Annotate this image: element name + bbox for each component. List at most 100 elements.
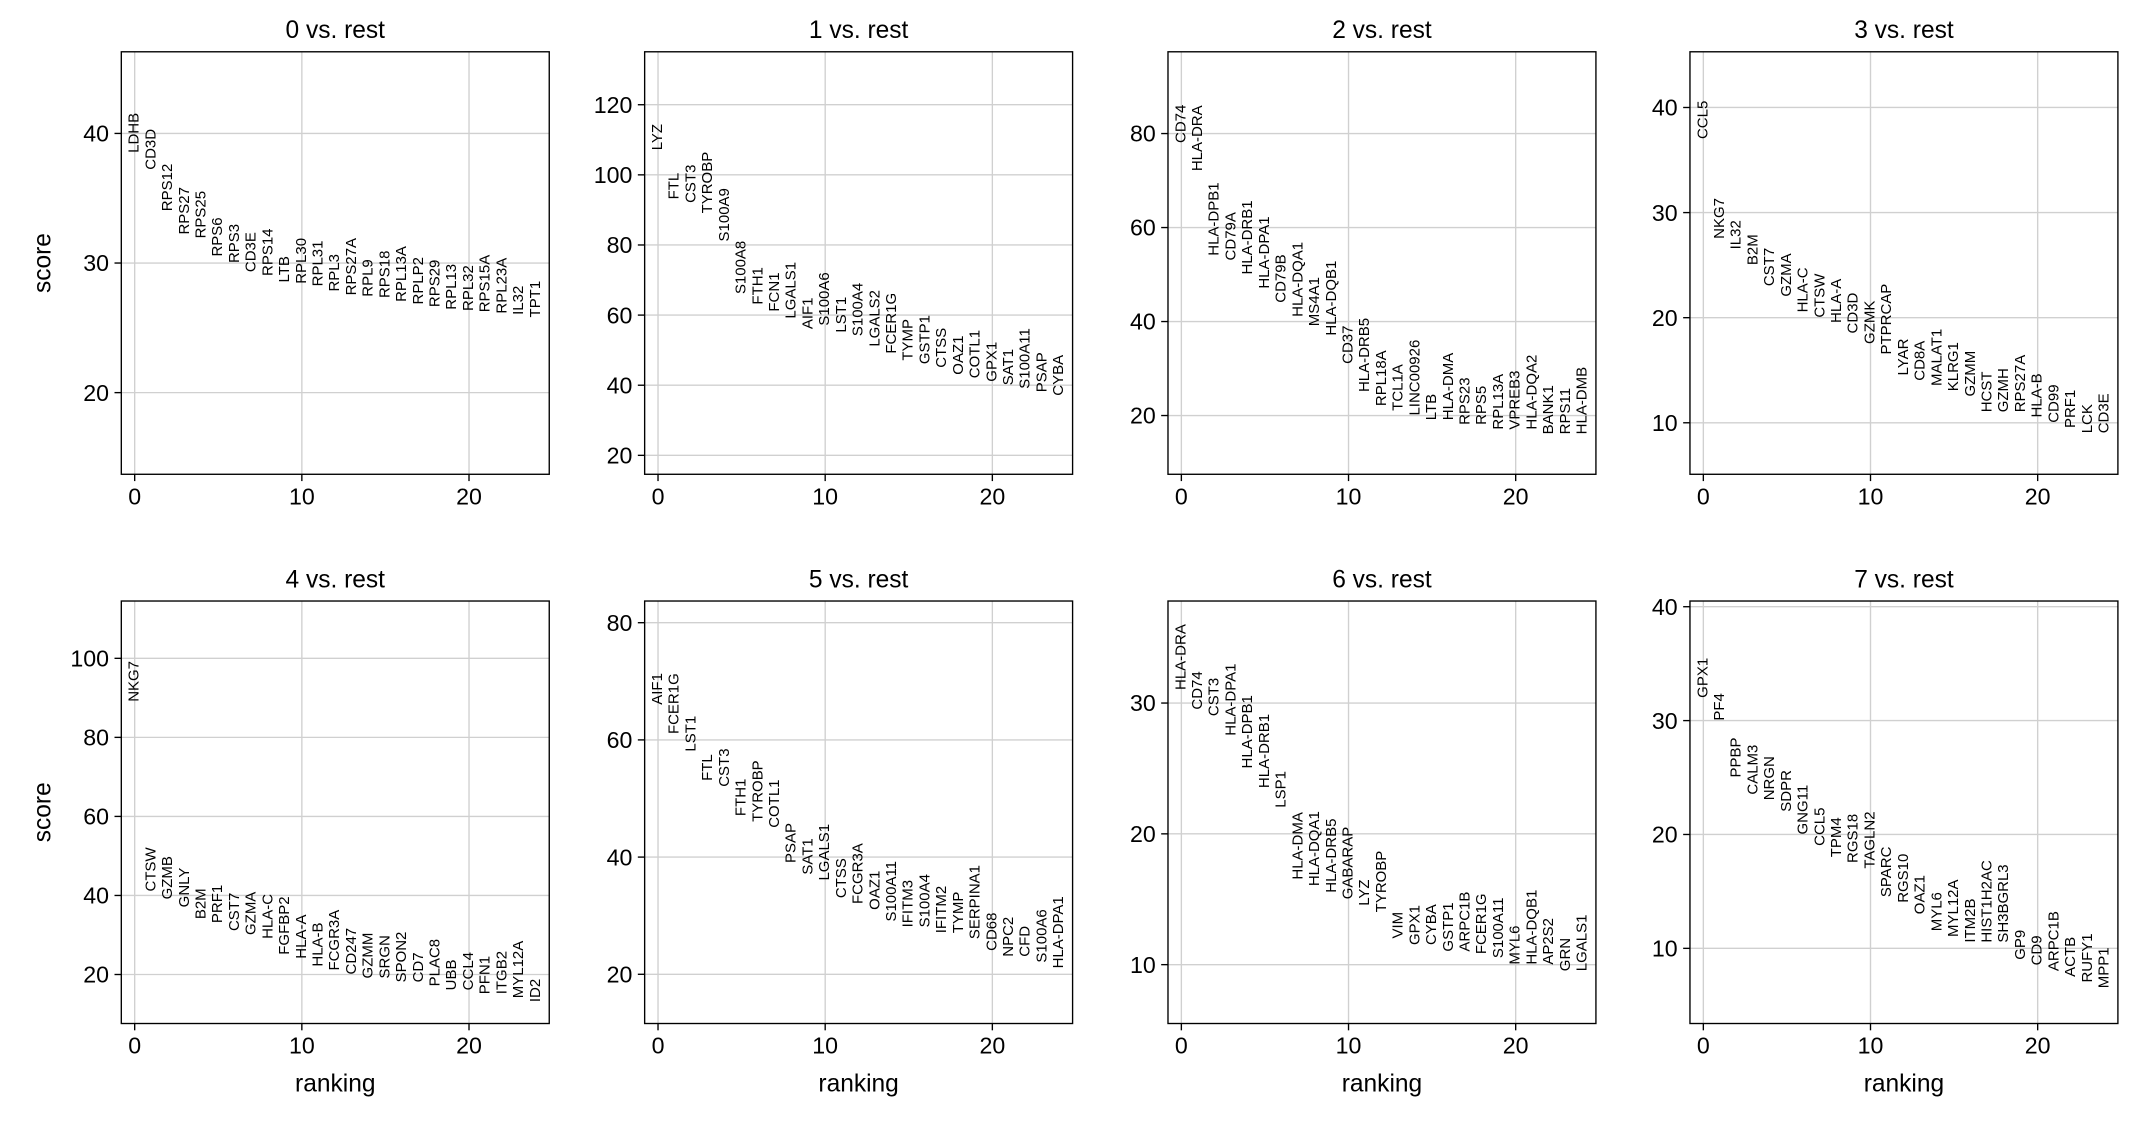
gene-label: ARPC1B [2045,911,2062,971]
y-tick-label: 100 [70,646,109,672]
gene-label: CYBA [1050,355,1067,396]
gene-label: HLA-DRB1 [1256,714,1273,788]
gene-label: S100A4 [850,283,867,336]
gene-label: TPM4 [1828,817,1845,857]
gene-label: TPT1 [527,281,544,318]
gene-label: HLA-DPA1 [1256,216,1273,288]
gene-label: RPS27A [2012,355,2029,412]
y-tick-label: 20 [1130,821,1156,847]
y-tick-label: 80 [83,725,109,751]
gene-label: LYAR [1895,338,1912,375]
gene-label: CD3D [1845,292,1862,333]
y-axis-label: score [29,233,56,293]
plot-frame [120,51,550,475]
gene-label: CD247 [343,928,360,975]
y-tick-label: 60 [607,302,633,328]
gene-label: UBB [443,959,460,990]
panel-title: 7 vs. rest [1854,566,1954,593]
gene-label: FCER1G [1473,893,1490,954]
gene-label: RPLP2 [410,257,427,304]
gene-label: FTL [699,754,716,781]
gene-label: RPL13 [443,264,460,310]
y-tick-label: 20 [607,961,633,987]
y-tick-label: 20 [83,962,109,988]
y-tick-label: 40 [1130,309,1156,335]
gene-label: CD79B [1273,254,1290,302]
gene-label: CD9 [2029,935,2046,965]
gene-label: ITGB2 [493,951,510,994]
x-tick-label: 20 [2025,483,2051,509]
gene-label: CST3 [716,748,733,786]
y-tick-label: 20 [1130,403,1156,429]
gene-label: TYROBP [699,152,716,214]
gene-label: ITM2B [1962,899,1979,943]
x-tick-label: 0 [1175,1032,1188,1058]
gene-label: CTSS [933,328,950,368]
gene-label: LGALS2 [866,290,883,347]
gene-label: NKG7 [126,661,143,702]
gene-label: COTL1 [967,330,984,378]
y-tick-label: 40 [83,883,109,909]
gene-label: CST7 [226,893,243,931]
gene-label: CALM3 [1744,745,1761,795]
gene-label: SDPR [1778,770,1795,812]
gene-label: IFITM2 [933,886,950,933]
gene-label: CCL5 [1694,101,1711,139]
gene-label: HLA-DRB5 [1356,318,1373,392]
gene-label: SH3BGRL3 [1995,864,2012,942]
gene-label: CD37 [1339,326,1356,364]
y-tick-label: 40 [1652,594,1678,620]
plot-frame [1689,51,2119,475]
gene-label: SAT1 [1000,349,1017,385]
y-axis-label: score [29,782,56,842]
gene-label: HLA-DQB1 [1323,261,1340,336]
gene-label: LGALS1 [783,262,800,319]
gene-label: IL32 [1728,220,1745,249]
gene-label: S100A4 [916,874,933,927]
x-axis-label: ranking [818,1071,898,1098]
gene-label: RPS27A [343,238,360,295]
gene-label: GZMA [243,892,260,935]
x-tick-label: 10 [289,1032,315,1058]
gene-label: SPON2 [393,932,410,983]
y-tick-label: 80 [607,232,633,258]
panel-title: 2 vs. rest [1332,17,1432,44]
gene-label: CYBA [1423,904,1440,945]
gene-label: S100A6 [816,272,833,325]
gene-label: TCL1A [1390,364,1407,411]
gene-label: TYMP [950,892,967,934]
x-tick-label: 20 [1503,1032,1529,1058]
y-tick-label: 100 [594,162,633,188]
gene-label: CST3 [682,165,699,203]
gene-label: LDHB [126,113,143,153]
gene-label: RGS18 [1845,814,1862,863]
gene-label: GRN [1557,938,1574,971]
gene-label: PLAC8 [427,939,444,986]
gene-label: LINC00926 [1406,340,1423,416]
gene-label: CD74 [1189,671,1206,709]
gene-label: GSTP1 [1440,902,1457,951]
y-tick-label: 10 [1652,936,1678,962]
gene-label: ID2 [527,979,544,1002]
y-tick-label: 40 [607,372,633,398]
gene-label: PRF1 [209,885,226,923]
gene-label: GPX1 [983,342,1000,382]
gene-label: HLA-C [259,894,276,939]
gene-label: HCST [1978,371,1995,412]
gene-label: LGALS1 [816,824,833,881]
gene-label: HLA-C [1795,267,1812,312]
y-tick-label: 40 [83,121,109,147]
gene-label: RPL32 [460,265,477,311]
gene-label: GP9 [2012,930,2029,960]
x-tick-label: 0 [652,483,665,509]
gene-label: B2M [1744,234,1761,265]
gene-label: LGALS1 [1574,915,1591,972]
gene-label: GZMM [1962,351,1979,397]
gene-label: RPL9 [360,259,377,296]
gene-label: GABARAP [1339,827,1356,899]
gene-label: GZMA [1778,253,1795,296]
y-tick-label: 10 [1130,952,1156,978]
gene-label: PSAP [1033,352,1050,392]
y-tick-label: 60 [83,804,109,830]
